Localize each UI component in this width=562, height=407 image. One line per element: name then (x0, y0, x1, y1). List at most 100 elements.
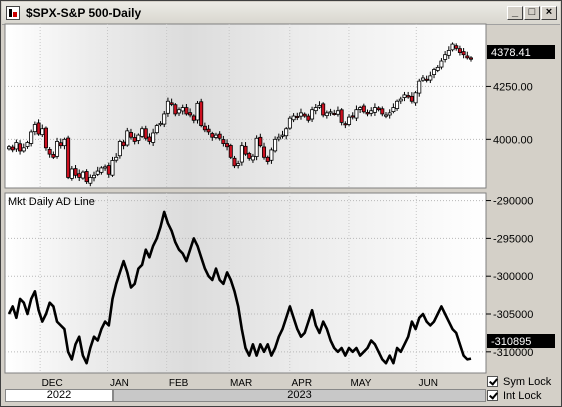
price-candle (151, 132, 156, 143)
price-candle (228, 145, 233, 158)
price-candle (417, 80, 422, 94)
ad-tick-label: -290000 (493, 196, 533, 208)
price-candle (121, 141, 126, 147)
ad-panel-title: Mkt Daily AD Line (8, 196, 95, 208)
int-lock-check-icon[interactable] (487, 390, 498, 401)
price-candle (409, 95, 414, 102)
price-candle (225, 143, 230, 148)
price-candle (184, 107, 189, 115)
price-candle (398, 98, 403, 102)
price-candle (136, 134, 141, 141)
price-candle (243, 145, 248, 155)
price-candle (383, 114, 388, 117)
price-candle (317, 105, 322, 108)
price-candle (287, 117, 292, 129)
price-current-badge (487, 45, 555, 59)
price-candle (443, 54, 448, 60)
price-candle (213, 134, 218, 138)
price-candle (291, 115, 296, 121)
sym-lock-label: Sym Lock (503, 376, 552, 388)
ad-current-value: -310895 (491, 336, 531, 348)
year-label-2023: 2023 (113, 389, 486, 402)
price-candle (461, 51, 466, 56)
month-label: FEB (169, 378, 189, 389)
month-label: MAR (230, 378, 252, 389)
price-candle (365, 112, 370, 115)
price-candle (99, 167, 104, 173)
price-candle (432, 69, 437, 75)
close-button[interactable]: × (541, 6, 557, 20)
ad-tick-label: -305000 (493, 309, 533, 321)
price-candle (387, 112, 392, 116)
price-candle (402, 94, 407, 98)
price-candle (80, 171, 85, 179)
price-candle (217, 133, 222, 139)
int-lock-checkbox[interactable]: Int Lock (487, 389, 542, 403)
price-candle (47, 148, 52, 155)
ad-tick-label: -300000 (493, 271, 533, 283)
price-candle (36, 122, 41, 135)
price-candle (250, 155, 255, 161)
price-candle (347, 116, 352, 125)
price-candle (310, 109, 315, 120)
minimize-button[interactable]: _ (507, 6, 523, 20)
price-candle (413, 92, 418, 104)
price-tick-label: 4000.00 (493, 134, 533, 146)
window-title: $SPX-S&P 500-Daily (26, 6, 142, 20)
price-candle (372, 107, 377, 113)
price-candle (269, 149, 274, 161)
maximize-button[interactable]: □ (524, 6, 540, 20)
price-candle (114, 156, 119, 161)
price-candle (173, 104, 178, 115)
price-candle (361, 105, 366, 113)
price-candle (295, 115, 300, 118)
sym-lock-checkbox[interactable]: Sym Lock (487, 375, 551, 389)
price-candle (343, 123, 348, 126)
price-candle (147, 136, 152, 142)
price-candle (25, 142, 30, 147)
price-candle (7, 146, 12, 150)
price-candle (332, 113, 337, 116)
price-candle (324, 112, 329, 117)
price-candle (29, 131, 34, 144)
sym-lock-check-icon[interactable] (487, 376, 498, 387)
price-candle (162, 113, 167, 125)
month-label: MAY (350, 378, 371, 389)
price-candle (276, 136, 281, 140)
price-candle (273, 138, 278, 152)
price-candle (132, 137, 137, 142)
price-candle (177, 109, 182, 114)
price-candle (110, 160, 115, 176)
ad-current-badge (487, 334, 555, 348)
year-label-2022: 2022 (5, 389, 113, 402)
price-candle (468, 57, 473, 60)
price-candle (73, 168, 78, 176)
price-candle (117, 141, 122, 157)
price-candle (199, 101, 204, 126)
ad-tick-label: -295000 (493, 233, 533, 245)
price-candle (165, 100, 170, 114)
price-candle (14, 142, 19, 150)
price-candle (154, 125, 159, 134)
price-candle (202, 125, 207, 131)
price-candle (465, 55, 470, 59)
price-candle (380, 108, 385, 115)
price-candle (62, 138, 67, 147)
price-candle (55, 141, 60, 157)
price-candle (206, 128, 211, 133)
price-candle (40, 128, 45, 136)
price-current-value: 4378.41 (491, 47, 531, 59)
price-candle (58, 142, 63, 147)
int-lock-label: Int Lock (503, 390, 542, 402)
price-candle (236, 163, 241, 166)
price-candle (395, 100, 400, 109)
price-candle (391, 107, 396, 113)
price-candle (369, 110, 374, 114)
price-candle (169, 102, 174, 105)
price-candle (95, 170, 100, 175)
price-candle (420, 77, 425, 81)
price-candle (280, 134, 285, 137)
price-candle (306, 115, 311, 121)
ad-line-series (7, 210, 472, 365)
